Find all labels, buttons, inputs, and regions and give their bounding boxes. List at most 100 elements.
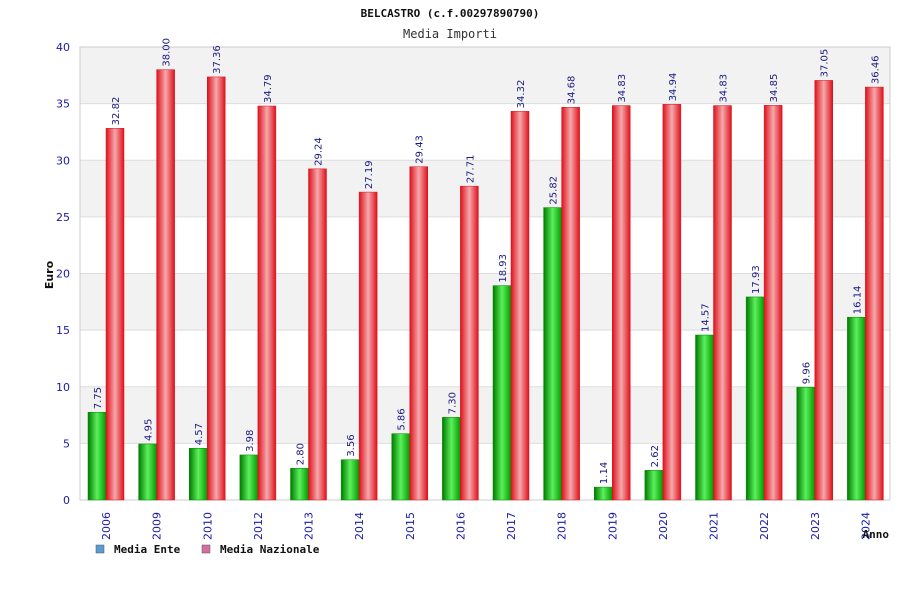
y-tick-label: 35 — [56, 98, 70, 111]
value-label: 29.43 — [415, 135, 426, 164]
bar-media-nazionale — [662, 104, 682, 501]
y-tick-label: 10 — [56, 381, 70, 394]
x-axis-ticks: 2006 2009 2010 2012 2013 2014 2015 2016 2017 2018… — [100, 512, 872, 540]
value-labels: 7.75 32.82 4.95 38.00 4.57 37.36 3.98 34.79 2.80… — [93, 38, 881, 484]
bar-media-nazionale — [510, 111, 530, 501]
value-label: 27.19 — [364, 160, 375, 189]
value-label: 27.71 — [465, 155, 476, 184]
bar-media-nazionale — [105, 128, 125, 501]
bar-media-nazionale — [612, 105, 631, 501]
bar-media-nazionale — [358, 191, 378, 501]
x-tick-label: 2014 — [353, 512, 366, 540]
value-label: 5.86 — [397, 408, 408, 430]
x-tick-label: 2019 — [606, 512, 619, 540]
legend-label-media-nazionale: Media Nazionale — [220, 543, 320, 556]
value-label: 34.83 — [617, 74, 628, 103]
value-label: 1.14 — [599, 462, 610, 484]
bar-media-ente — [239, 454, 259, 501]
value-label: 34.94 — [668, 73, 679, 102]
bar-media-ente — [644, 470, 664, 501]
value-label: 3.56 — [346, 434, 357, 456]
bar-media-ente — [847, 316, 866, 501]
bar-media-nazionale — [763, 105, 783, 501]
value-label: 3.98 — [245, 430, 256, 452]
value-label: 36.46 — [870, 55, 881, 84]
y-axis-label: Euro — [43, 260, 56, 289]
x-tick-label: 2016 — [454, 512, 467, 540]
bar-media-ente — [543, 207, 562, 501]
x-tick-label: 2013 — [303, 512, 316, 540]
x-tick-label: 2023 — [809, 512, 822, 540]
chart-title: BELCASTRO (c.f.00297890790) — [361, 7, 540, 20]
y-tick-label: 20 — [56, 268, 70, 281]
value-label: 37.36 — [212, 45, 223, 74]
value-label: 7.30 — [447, 392, 458, 414]
x-tick-label: 2012 — [252, 512, 265, 540]
value-label: 9.96 — [802, 362, 813, 384]
x-tick-label: 2022 — [758, 512, 771, 540]
bar-media-nazionale — [713, 105, 732, 501]
bar-media-ente — [290, 468, 309, 501]
x-tick-label: 2009 — [151, 512, 164, 540]
y-tick-label: 0 — [63, 494, 70, 507]
value-label: 34.32 — [516, 80, 527, 109]
bar-media-ente — [87, 411, 107, 501]
y-tick-label: 40 — [56, 41, 70, 54]
bar-media-ente — [391, 433, 410, 501]
x-axis-label: Anno — [863, 528, 890, 541]
value-label: 14.57 — [701, 303, 712, 332]
bar-media-ente — [492, 285, 512, 501]
value-label: 2.80 — [296, 443, 307, 465]
bar-media-ente — [442, 417, 461, 501]
value-label: 29.24 — [314, 137, 325, 166]
value-label: 16.14 — [852, 286, 863, 315]
bar-media-nazionale — [409, 166, 428, 501]
bar-media-ente — [340, 459, 360, 501]
bar-media-ente — [796, 386, 815, 501]
y-tick-label: 30 — [56, 154, 70, 167]
x-tick-label: 2021 — [708, 512, 721, 540]
value-label: 4.57 — [194, 423, 205, 445]
bar-media-nazionale — [865, 86, 884, 501]
bars-group — [87, 69, 884, 501]
x-tick-label: 2010 — [201, 512, 214, 540]
value-label: 7.75 — [93, 387, 104, 409]
value-label: 25.82 — [549, 176, 560, 205]
x-tick-label: 2006 — [100, 512, 113, 540]
plot-border — [79, 46, 891, 501]
legend-label-media-ente: Media Ente — [114, 543, 181, 556]
value-label: 2.62 — [650, 445, 661, 467]
x-tick-label: 2024 — [859, 512, 872, 540]
bar-media-nazionale — [460, 185, 479, 501]
bar-media-nazionale — [814, 80, 833, 501]
value-label: 4.95 — [144, 419, 155, 441]
value-label: 34.83 — [719, 74, 730, 103]
bar-media-nazionale — [308, 168, 327, 501]
value-label: 18.93 — [498, 254, 509, 283]
legend-swatch-media-ente — [95, 544, 105, 554]
chart-subtitle: Media Importi — [403, 27, 497, 41]
bar-media-nazionale — [257, 105, 277, 501]
x-tick-label: 2017 — [505, 512, 518, 540]
value-label: 37.05 — [820, 49, 831, 78]
value-label: 34.68 — [567, 76, 578, 105]
bar-media-ente — [189, 447, 208, 501]
y-tick-label: 25 — [56, 211, 70, 224]
value-label: 32.82 — [111, 97, 122, 126]
bar-media-nazionale — [561, 106, 580, 501]
bar-media-ente — [594, 486, 613, 501]
y-tick-label: 5 — [63, 437, 70, 450]
value-label: 34.79 — [263, 74, 274, 103]
value-label: 17.93 — [751, 265, 762, 294]
bar-media-nazionale — [207, 76, 226, 501]
value-label: 38.00 — [162, 38, 173, 67]
legend: Media Ente Media Nazionale — [95, 543, 320, 556]
legend-swatch-media-nazionale — [201, 544, 211, 554]
bar-media-ente — [745, 296, 765, 501]
bar-media-ente — [695, 334, 714, 501]
y-axis-ticks: 0 5 10 15 20 25 30 35 40 — [56, 41, 70, 507]
x-tick-label: 2020 — [657, 512, 670, 540]
value-label: 34.85 — [769, 74, 780, 103]
x-tick-label: 2018 — [556, 512, 569, 540]
bar-media-ente — [138, 443, 157, 501]
